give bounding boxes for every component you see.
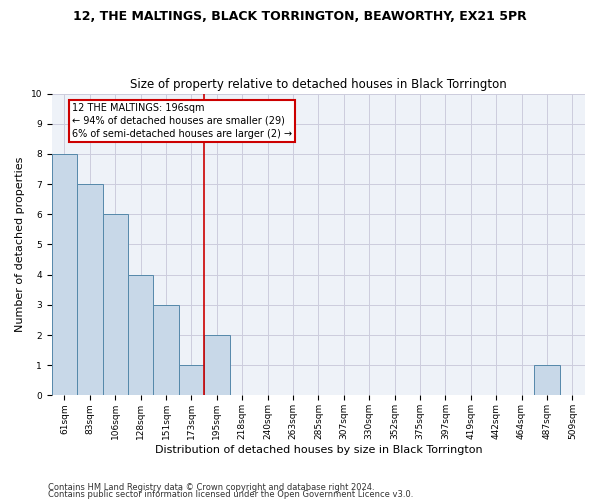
Y-axis label: Number of detached properties: Number of detached properties xyxy=(15,157,25,332)
Bar xyxy=(534,365,560,396)
Text: Contains HM Land Registry data © Crown copyright and database right 2024.: Contains HM Land Registry data © Crown c… xyxy=(48,484,374,492)
Bar xyxy=(103,214,128,396)
Bar xyxy=(77,184,103,396)
X-axis label: Distribution of detached houses by size in Black Torrington: Distribution of detached houses by size … xyxy=(155,445,482,455)
Bar xyxy=(128,274,154,396)
Bar xyxy=(204,335,230,396)
Text: 12, THE MALTINGS, BLACK TORRINGTON, BEAWORTHY, EX21 5PR: 12, THE MALTINGS, BLACK TORRINGTON, BEAW… xyxy=(73,10,527,23)
Bar xyxy=(179,365,204,396)
Bar xyxy=(154,305,179,396)
Text: Contains public sector information licensed under the Open Government Licence v3: Contains public sector information licen… xyxy=(48,490,413,499)
Text: 12 THE MALTINGS: 196sqm
← 94% of detached houses are smaller (29)
6% of semi-det: 12 THE MALTINGS: 196sqm ← 94% of detache… xyxy=(72,102,292,139)
Bar xyxy=(52,154,77,396)
Title: Size of property relative to detached houses in Black Torrington: Size of property relative to detached ho… xyxy=(130,78,507,91)
